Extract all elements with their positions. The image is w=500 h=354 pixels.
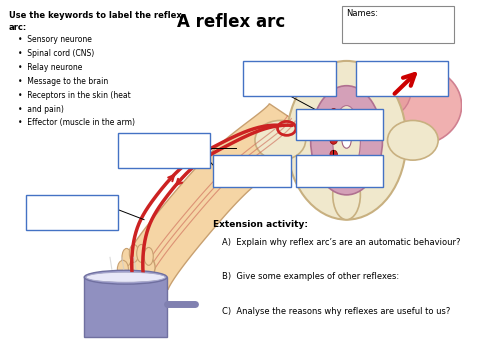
- Ellipse shape: [330, 150, 338, 158]
- Ellipse shape: [330, 109, 338, 116]
- Ellipse shape: [330, 122, 338, 130]
- Ellipse shape: [332, 170, 360, 220]
- Text: •  and pain): • and pain): [18, 104, 64, 114]
- Ellipse shape: [136, 245, 146, 262]
- Text: •  Spinal cord (CNS): • Spinal cord (CNS): [18, 49, 94, 58]
- Ellipse shape: [144, 247, 154, 265]
- Ellipse shape: [356, 63, 411, 118]
- Ellipse shape: [388, 120, 438, 160]
- Ellipse shape: [310, 86, 382, 195]
- Ellipse shape: [286, 61, 406, 220]
- Text: C)  Analyse the reasons why reflexes are useful to us?: C) Analyse the reasons why reflexes are …: [222, 307, 450, 316]
- Text: A)  Explain why reflex arc’s are an automatic behaviour?: A) Explain why reflex arc’s are an autom…: [222, 238, 461, 246]
- Bar: [84, 277, 167, 337]
- Text: •  Receptors in the skin (heat: • Receptors in the skin (heat: [18, 91, 130, 100]
- Bar: [296, 155, 384, 187]
- Text: B)  Give some examples of other reflexes:: B) Give some examples of other reflexes:: [222, 272, 400, 281]
- Polygon shape: [120, 104, 313, 290]
- Bar: [26, 195, 118, 230]
- Ellipse shape: [130, 245, 138, 262]
- Ellipse shape: [84, 270, 167, 284]
- Ellipse shape: [330, 136, 338, 144]
- Bar: [296, 109, 384, 140]
- Ellipse shape: [86, 272, 165, 282]
- Bar: [213, 155, 292, 187]
- Bar: [356, 61, 448, 96]
- Text: arc:: arc:: [9, 23, 27, 32]
- Ellipse shape: [120, 252, 155, 282]
- Ellipse shape: [122, 249, 131, 266]
- Text: •  Relay neurone: • Relay neurone: [18, 63, 82, 72]
- Ellipse shape: [118, 260, 128, 278]
- Bar: [342, 6, 454, 43]
- Ellipse shape: [255, 120, 306, 160]
- Ellipse shape: [342, 132, 351, 148]
- Text: •  Effector (muscle in the arm): • Effector (muscle in the arm): [18, 119, 135, 127]
- Text: •  Message to the brain: • Message to the brain: [18, 77, 108, 86]
- Text: Use the keywords to label the reflex: Use the keywords to label the reflex: [9, 11, 182, 20]
- Text: Names:: Names:: [346, 9, 378, 18]
- Text: A reflex arc: A reflex arc: [178, 13, 286, 31]
- Ellipse shape: [332, 105, 360, 175]
- Text: •  Sensory neurone: • Sensory neurone: [18, 35, 92, 44]
- Text: Extension activity:: Extension activity:: [213, 220, 308, 229]
- Ellipse shape: [370, 66, 462, 145]
- Bar: [244, 61, 336, 96]
- Bar: [118, 133, 210, 168]
